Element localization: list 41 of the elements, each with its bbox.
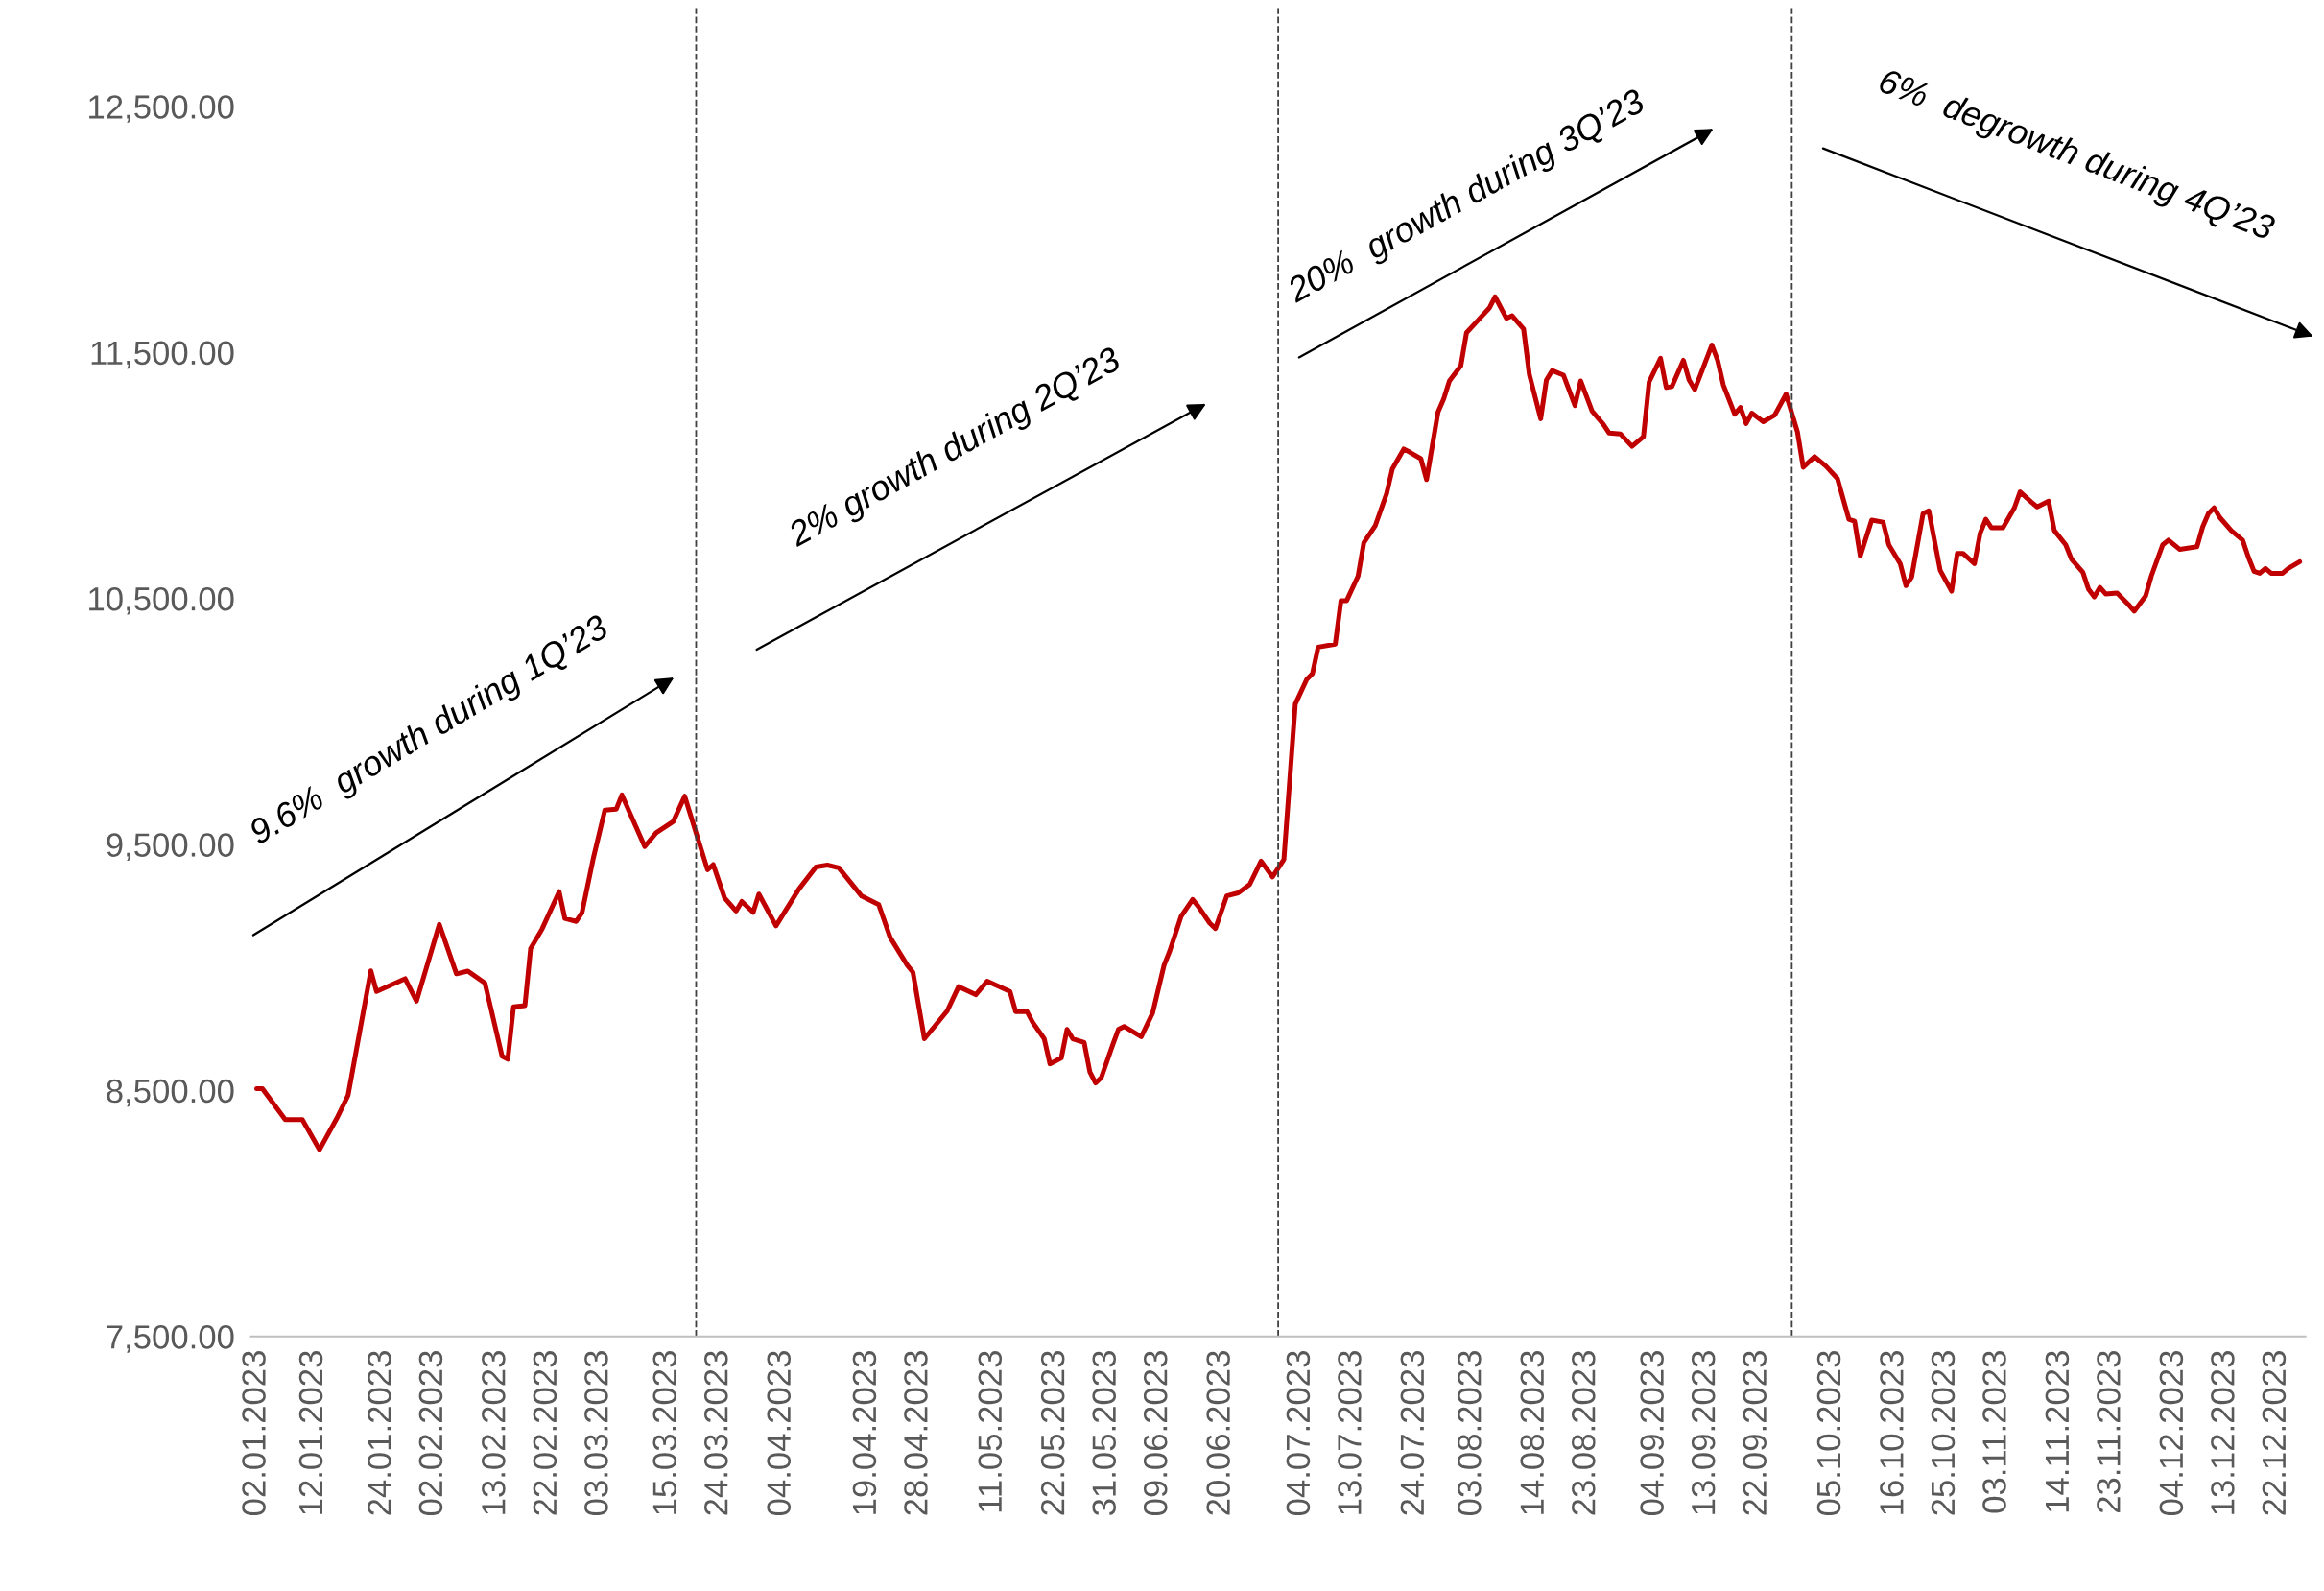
x-tick-label: 15.03.2023	[652, 1351, 677, 1514]
x-tick-label: 22.02.2023	[533, 1351, 557, 1515]
x-tick-label: 04.04.2023	[767, 1351, 791, 1516]
y-tick-label: 8,500.00	[107, 1079, 234, 1107]
x-tick-label: 13.09.2023	[1691, 1351, 1716, 1514]
x-tick-label: 11.05.2023	[978, 1351, 1003, 1512]
x-tick-label: 03.08.2023	[1458, 1351, 1482, 1516]
x-tick-label: 19.04.2023	[852, 1351, 877, 1514]
x-tick-label: 20.06.2023	[1206, 1351, 1230, 1515]
y-tick-label: 7,500.00	[107, 1325, 234, 1353]
y-tick-label: 9,500.00	[107, 833, 234, 861]
x-tick-label: 14.08.2023	[1520, 1351, 1545, 1514]
x-tick-label: 03.11.2023	[1982, 1351, 2006, 1513]
x-tick-label: 24.03.2023	[703, 1351, 728, 1515]
x-tick-label: 02.01.2023	[242, 1351, 266, 1516]
x-tick-label: 23.11.2023	[2097, 1351, 2121, 1513]
x-tick-label: 25.10.2023	[1931, 1351, 1956, 1515]
y-tick-label: 11,500.00	[91, 341, 234, 369]
x-tick-label: 24.07.2023	[1400, 1351, 1425, 1515]
x-tick-label: 04.09.2023	[1640, 1351, 1664, 1516]
y-tick-label: 10,500.00	[89, 586, 234, 615]
x-tick-label: 28.04.2023	[904, 1351, 928, 1515]
x-tick-label: 31.05.2023	[1092, 1351, 1116, 1516]
x-tick-label: 13.02.2023	[482, 1351, 506, 1514]
x-tick-label: 14.11.2023	[2045, 1351, 2070, 1512]
x-tick-label: 22.05.2023	[1040, 1351, 1065, 1515]
x-tick-label: 13.12.2023	[2211, 1351, 2235, 1514]
x-tick-label: 16.10.2023	[1880, 1351, 1904, 1514]
x-tick-label: 13.07.2023	[1338, 1351, 1362, 1514]
x-tick-label: 09.06.2023	[1143, 1351, 1168, 1516]
x-tick-label: 05.10.2023	[1816, 1351, 1841, 1516]
x-tick-label: 24.01.2023	[368, 1351, 391, 1515]
x-tick-label: 03.03.2023	[584, 1351, 608, 1516]
x-tick-label: 02.02.2023	[418, 1351, 443, 1516]
x-tick-label: 23.08.2023	[1571, 1351, 1596, 1515]
x-tick-label: 04.07.2023	[1286, 1351, 1311, 1516]
x-tick-label: 04.12.2023	[2159, 1351, 2184, 1516]
x-tick-label: 22.12.2023	[2262, 1351, 2287, 1515]
x-tick-label: 12.01.2023	[298, 1351, 323, 1514]
y-tick-label: 12,500.00	[89, 95, 234, 123]
x-tick-label: 22.09.2023	[1743, 1351, 1767, 1515]
